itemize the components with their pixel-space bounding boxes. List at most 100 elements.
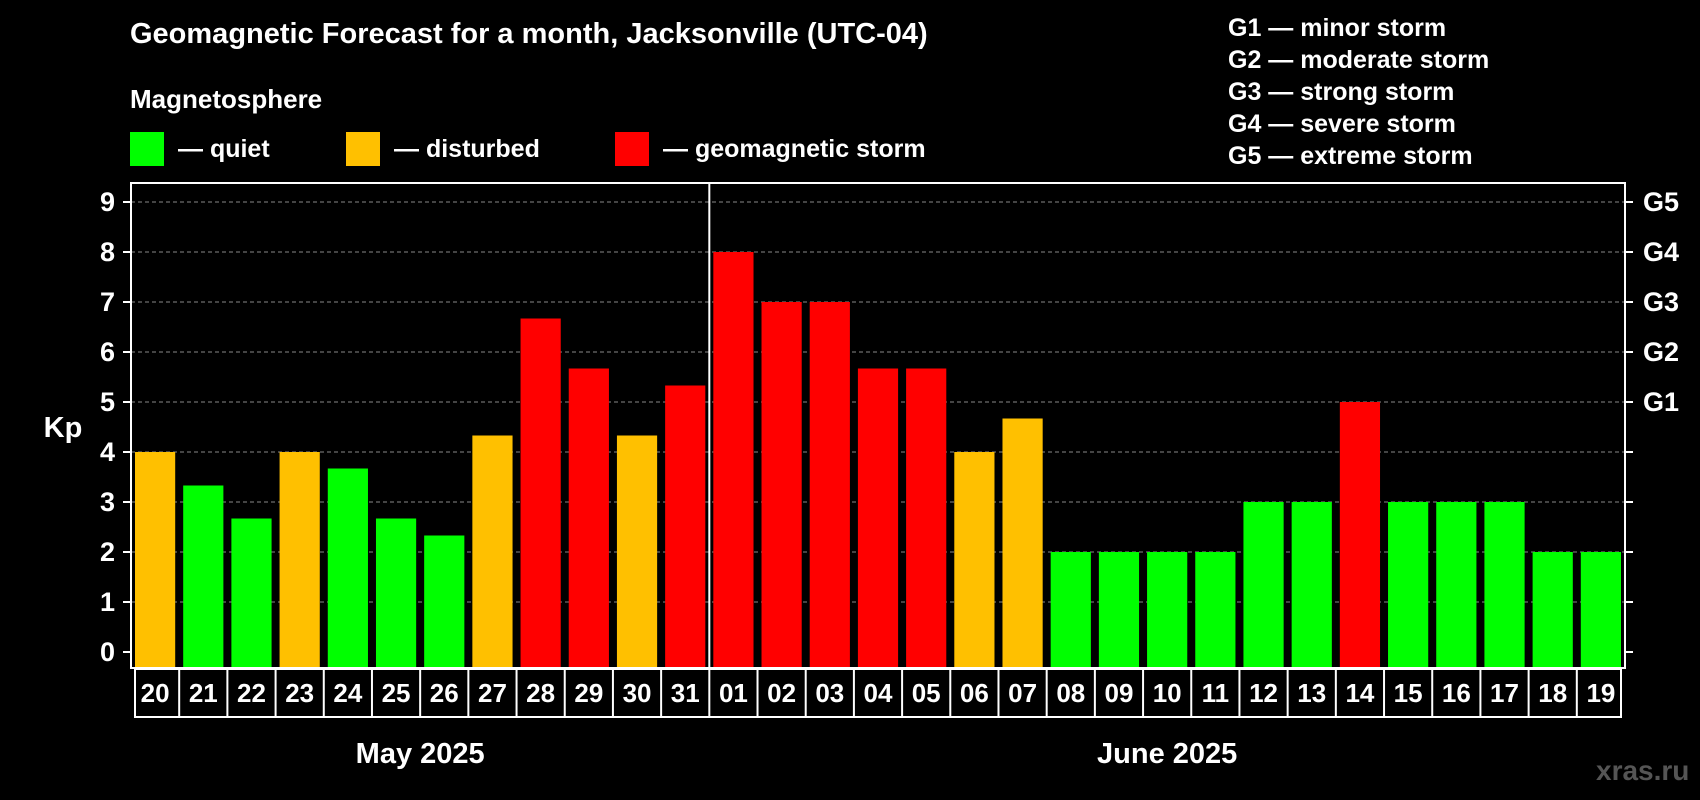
storm-scale-legend: G1 — minor storm G2 — moderate storm G3 … [1228,12,1489,172]
day-label-25: 25 [382,678,411,708]
bar-08 [1050,552,1091,668]
legend-heading: Magnetosphere [130,84,323,114]
bar-10 [1147,552,1188,668]
day-label-21: 21 [189,678,218,708]
month-label-1: May 2025 [356,738,485,770]
day-label-19: 19 [1586,678,1615,708]
y-tick-label: 7 [100,287,115,317]
day-label-06: 06 [960,678,989,708]
day-label-02: 02 [767,678,796,708]
bar-06 [954,452,995,668]
bar-31 [665,385,706,668]
day-label-14: 14 [1345,678,1374,708]
bar-02 [761,302,802,668]
day-label-30: 30 [623,678,652,708]
day-label-28: 28 [526,678,555,708]
day-label-03: 03 [815,678,844,708]
gscale-g2: G2 — moderate storm [1228,46,1490,74]
day-label-18: 18 [1538,678,1567,708]
day-label-05: 05 [912,678,941,708]
bar-15 [1388,502,1429,668]
day-label-22: 22 [237,678,266,708]
y-tick-label: 5 [100,387,115,417]
watermark: xras.ru [1596,755,1690,786]
legend-label-disturbed: — disturbed [394,134,540,163]
bar-27 [472,435,513,668]
day-label-row [134,668,1622,718]
bar-17 [1484,502,1525,668]
y-tick-label: 0 [100,637,115,667]
day-label-04: 04 [864,678,893,708]
day-label-27: 27 [478,678,507,708]
day-label-20: 20 [141,678,170,708]
bar-30 [616,435,658,668]
day-label-07: 07 [1008,678,1037,708]
day-label-13: 13 [1297,678,1326,708]
g-label-G1: G1 [1643,387,1679,417]
bar-09 [1098,552,1140,668]
day-label-10: 10 [1153,678,1182,708]
legend-item-storm: — geomagnetic storm [615,131,926,167]
g-label-G3: G3 [1643,287,1679,317]
bar-26 [424,535,465,668]
y-tick-label: 9 [100,187,115,217]
y-tick-label: 6 [100,337,115,367]
bar-16 [1436,502,1477,668]
bar-14 [1339,402,1381,668]
bar-23 [279,452,320,668]
chart-title: Geomagnetic Forecast for a month, Jackso… [130,18,928,50]
bar-22 [231,518,272,668]
day-label-23: 23 [285,678,314,708]
bar-20 [135,452,176,668]
y-tick-label: 3 [100,487,115,517]
day-label-29: 29 [574,678,603,708]
day-label-15: 15 [1394,678,1423,708]
day-label-01: 01 [719,678,748,708]
legend-item-disturbed: — disturbed [346,131,540,167]
y-tick-label: 4 [100,437,115,467]
y-tick-label: 1 [100,587,115,617]
day-label-24: 24 [333,678,362,708]
bar-18 [1532,552,1573,668]
legend-label-quiet: — quiet [178,134,270,163]
legend-item-quiet: — quiet [130,131,270,167]
gscale-g3: G3 — strong storm [1228,78,1455,106]
legend-label-storm: — geomagnetic storm [663,134,926,163]
day-label-17: 17 [1490,678,1519,708]
day-label-16: 16 [1442,678,1471,708]
legend-swatch-disturbed [346,132,380,166]
bar-25 [375,518,417,668]
bar-01 [713,252,754,668]
day-label-26: 26 [430,678,459,708]
g-label-G5: G5 [1643,187,1679,217]
day-label-31: 31 [671,678,700,708]
bar-03 [809,302,850,668]
gscale-g5: G5 — extreme storm [1228,142,1473,170]
bar-19 [1580,552,1621,668]
day-label-08: 08 [1056,678,1085,708]
bar-05 [906,368,947,668]
day-label-11: 11 [1202,678,1230,708]
bar-29 [568,368,609,668]
bar-21 [183,485,224,668]
legend-swatch-quiet [130,132,164,166]
bar-11 [1195,552,1236,668]
y-tick-label: 8 [100,237,115,267]
day-label-09: 09 [1105,678,1134,708]
day-label-12: 12 [1249,678,1278,708]
y-tick-label: 2 [100,537,115,567]
month-label-2: June 2025 [1097,738,1237,770]
g-label-G4: G4 [1643,237,1679,267]
bar-28 [520,318,561,668]
y-axis-label: Kp [44,412,83,444]
bar-07 [1002,418,1043,668]
legend-swatch-storm [615,132,649,166]
gscale-g4: G4 — severe storm [1228,110,1456,138]
g-label-G2: G2 [1643,337,1679,367]
bar-04 [857,368,899,668]
gscale-g1: G1 — minor storm [1228,14,1447,42]
bar-24 [327,468,368,668]
bar-13 [1291,502,1332,668]
bar-12 [1243,502,1284,668]
